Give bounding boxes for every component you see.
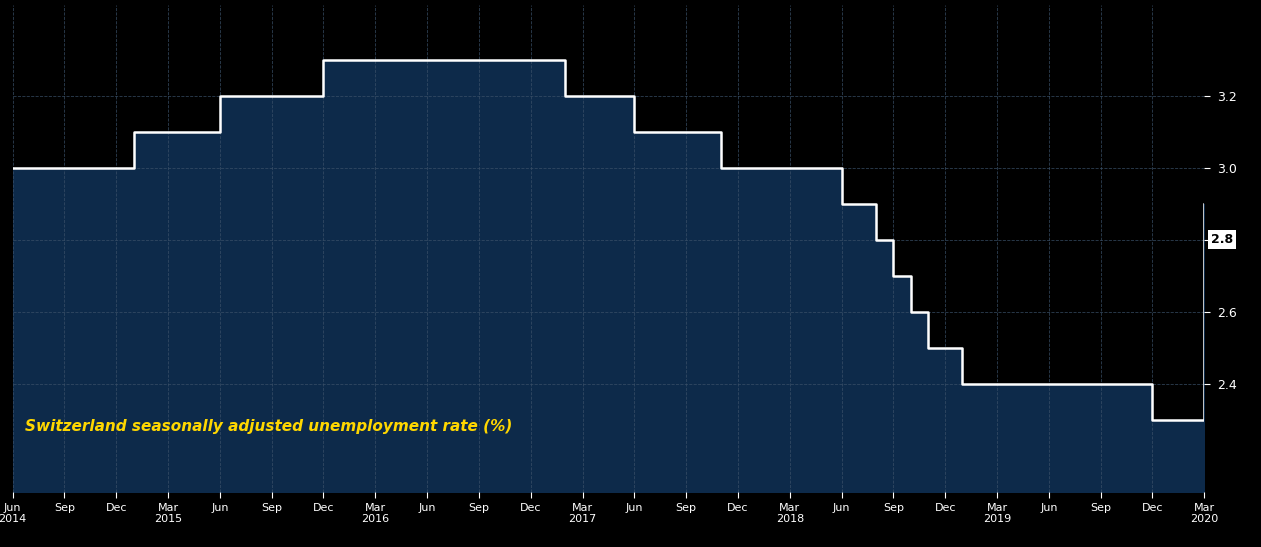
Text: Switzerland seasonally adjusted unemployment rate (%): Switzerland seasonally adjusted unemploy… <box>24 419 512 434</box>
Text: 2.8: 2.8 <box>1212 234 1233 246</box>
